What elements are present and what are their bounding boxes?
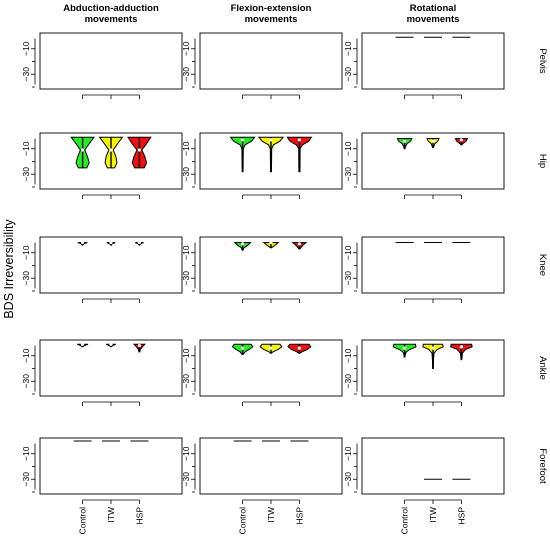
column-title: Rotational [410,3,456,14]
violin-median [109,148,113,152]
plot-panel [39,236,183,294]
y-tick-label: −10 [343,446,353,461]
plot-panel [361,132,505,190]
plot-panel [361,236,505,294]
violin-median [431,346,435,350]
x-tick-label: ITW [428,507,438,523]
x-tick-label: HSP [456,507,466,525]
violin-median [241,346,245,350]
violin-median [109,240,113,245]
y-tick-label: −10 [181,41,191,56]
x-tick-label: Control [78,507,88,535]
violin-median [81,240,85,245]
y-tick-label: −10 [181,446,191,461]
y-tick-label: −30 [343,271,353,286]
violin-median [137,240,141,245]
y-tick-label: −30 [343,167,353,182]
plot-panel [199,437,343,495]
plot-panel [361,437,505,495]
y-tick-label: −30 [343,374,353,389]
column-title: Flexion-extension [231,3,312,14]
y-tick-label: −10 [343,245,353,260]
plot-panel [39,339,183,397]
violin-median [431,139,435,143]
violin-median [81,148,85,152]
violin-median [403,346,407,350]
row-label: Hip [537,154,548,168]
violin-median [269,138,273,142]
x-tick-label: HSP [134,507,144,525]
x-tick-label: ITW [266,507,276,523]
x-tick-label: Control [238,507,248,535]
plot-panel [39,32,183,90]
violin-median [459,345,463,349]
violin-median [137,148,141,152]
violin-median [297,242,301,246]
column-title: movements [85,14,138,25]
violin-median [403,139,407,143]
y-tick-label: −10 [343,348,353,363]
y-tick-label: −30 [181,472,191,487]
y-tick-label: −30 [181,374,191,389]
plot-panel [199,32,343,90]
y-tick-label: −30 [181,67,191,82]
violin-median [81,342,85,346]
plot-panel [199,339,343,397]
y-tick-label: −30 [181,271,191,286]
y-tick-label: −10 [343,41,353,56]
plot-panel [361,32,505,90]
y-tick-label: −30 [21,472,31,487]
violin-median [137,343,141,348]
y-tick-label: −10 [21,245,31,260]
row-label: Forefoot [537,448,548,484]
x-tick-label: Control [400,507,410,535]
violin-median [269,346,273,350]
x-tick-label: HSP [294,507,304,525]
violin-median [269,240,273,245]
violin-median [109,342,113,346]
y-tick-label: −30 [21,271,31,286]
row-label: Knee [537,254,548,276]
plot-panel [39,132,183,190]
row-label: Ankle [537,356,548,380]
y-tick-label: −30 [21,374,31,389]
y-tick-label: −30 [21,67,31,82]
plot-panel [39,437,183,495]
y-tick-label: −10 [21,348,31,363]
y-axis-label: BDS Irreversibility [2,219,16,319]
column-title: Abduction-adduction [63,3,159,14]
plot-panel [361,339,505,397]
plot-panel [199,132,343,190]
violin-median [241,242,245,246]
y-tick-label: −10 [21,41,31,56]
column-title: movements [407,14,460,25]
violin-median [459,138,463,142]
plot-panel [199,236,343,294]
x-tick-label: ITW [106,507,116,523]
y-tick-label: −10 [21,141,31,156]
violin-median [297,346,301,350]
violin-median [241,138,245,142]
y-tick-label: −30 [343,472,353,487]
y-tick-label: −10 [181,348,191,363]
violin-median [297,138,301,142]
y-tick-label: −10 [181,141,191,156]
y-tick-label: −30 [343,67,353,82]
y-tick-label: −30 [181,167,191,182]
y-tick-label: −10 [181,245,191,260]
y-tick-label: −30 [21,167,31,182]
row-label: Pelvis [537,48,548,74]
column-title: movements [245,14,298,25]
y-tick-label: −10 [21,446,31,461]
y-tick-label: −10 [343,141,353,156]
